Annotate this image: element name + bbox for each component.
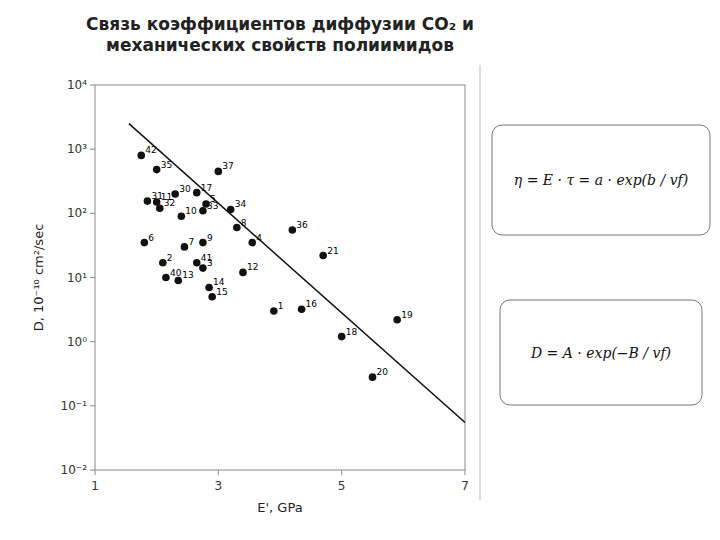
y-tick: [90, 405, 95, 406]
point-label: 34: [235, 199, 247, 209]
point: [174, 277, 182, 285]
point-label: 8: [241, 218, 247, 228]
point-label: 32: [164, 198, 175, 208]
x-tick-label: 3: [215, 479, 223, 493]
point-label: 3: [207, 258, 213, 268]
divider: [480, 65, 481, 500]
y-tick-label: 10³: [67, 142, 87, 156]
point: [369, 373, 377, 381]
y-tick-label: 10⁻¹: [61, 399, 88, 413]
y-tick-label: 10⁴: [67, 78, 87, 92]
x-tick: [95, 470, 96, 475]
x-axis-label: E', GPa: [257, 500, 302, 515]
formula-box: [492, 125, 710, 235]
y-tick: [90, 277, 95, 278]
formula: η = E · τ = a · exp(b / vf): [514, 172, 688, 188]
point-label: 1: [278, 301, 284, 311]
y-tick: [90, 470, 95, 471]
y-tick: [90, 213, 95, 214]
y-axis-label: D, 10⁻¹⁰ cm²/sec: [31, 224, 46, 332]
point-label: 20: [377, 367, 389, 377]
plot-marks: [129, 124, 465, 423]
formula-box: [500, 300, 702, 405]
point-label: 15: [216, 287, 227, 297]
point: [338, 333, 346, 341]
point-label: 9: [207, 233, 213, 243]
y-tick: [90, 341, 95, 342]
y-tick-label: 10⁰: [67, 335, 87, 349]
title-line: механических свойств полиимидов: [106, 35, 454, 55]
x-tick-label: 5: [338, 479, 346, 493]
point: [137, 152, 145, 160]
point-label: 2: [167, 253, 173, 263]
point: [162, 274, 170, 282]
point: [153, 166, 161, 174]
y-tick: [90, 149, 95, 150]
point: [319, 252, 327, 260]
formula: D = A · exp(−B / vf): [530, 345, 671, 361]
y-tick-label: 10⁻²: [61, 463, 88, 477]
point-label: 37: [222, 161, 233, 171]
point: [239, 269, 247, 277]
point-label: 16: [306, 299, 318, 309]
point: [289, 226, 297, 234]
trend-line: [129, 124, 465, 423]
point-label: 33: [207, 201, 218, 211]
point-labels: 4235373017311153233341083667942124131240…: [145, 145, 413, 377]
point: [178, 212, 186, 220]
title-line: Связь коэффициентов диффузии CO₂ и: [86, 14, 474, 34]
point: [156, 204, 164, 212]
point-label: 13: [182, 270, 193, 280]
title: Связь коэффициентов диффузии CO₂ имехани…: [86, 14, 474, 55]
point-label: 6: [148, 233, 154, 243]
point: [199, 207, 207, 215]
point-label: 4: [256, 233, 262, 243]
point: [208, 293, 216, 301]
point: [144, 197, 152, 205]
y-tick-label: 10¹: [67, 271, 87, 285]
x-tick: [341, 470, 342, 475]
point-label: 10: [185, 206, 197, 216]
plot-frame: [95, 85, 465, 470]
y-tick-label: 10²: [67, 206, 87, 220]
point-label: 7: [188, 237, 194, 247]
point: [270, 307, 278, 315]
point: [199, 264, 207, 272]
point: [233, 224, 241, 232]
point-label: 18: [346, 327, 358, 337]
x-tick-label: 7: [461, 479, 469, 493]
point-label: 21: [327, 246, 338, 256]
point-label: 17: [201, 183, 212, 193]
point: [199, 239, 207, 247]
chart: Связь коэффициентов диффузии CO₂ имехани…: [0, 0, 720, 540]
point-label: 40: [170, 268, 182, 278]
point-label: 36: [296, 220, 308, 230]
point-label: 19: [401, 310, 413, 320]
point: [248, 239, 256, 247]
point: [193, 259, 201, 267]
point: [298, 305, 306, 313]
point: [393, 316, 401, 324]
point-label: 30: [179, 184, 191, 194]
point: [141, 239, 149, 247]
point-label: 35: [161, 160, 172, 170]
x-tick: [218, 470, 219, 475]
point-label: 12: [247, 262, 258, 272]
point-label: 42: [145, 145, 156, 155]
x-tick-label: 1: [91, 479, 99, 493]
y-tick: [90, 85, 95, 86]
point: [171, 190, 179, 198]
point: [215, 168, 223, 176]
x-tick: [465, 470, 466, 475]
point: [159, 259, 167, 267]
point: [181, 243, 189, 251]
point: [193, 189, 201, 197]
point: [205, 284, 213, 292]
